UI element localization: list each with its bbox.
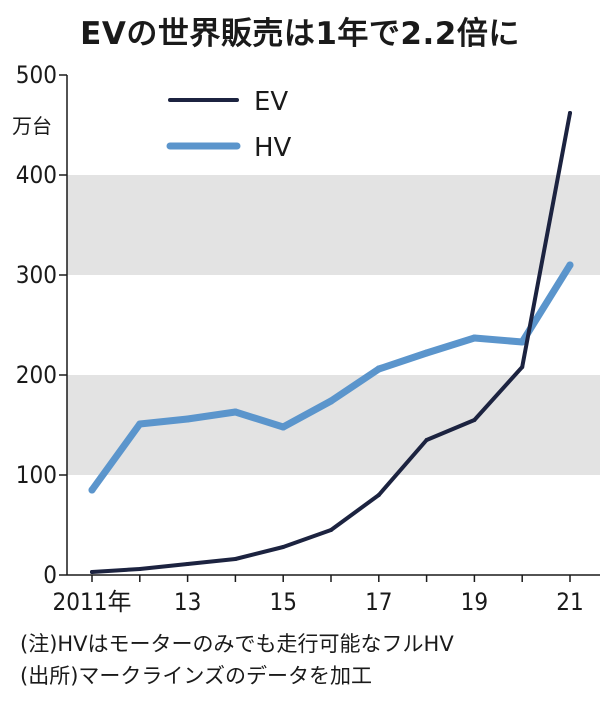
legend-label-ev: EV	[254, 87, 288, 117]
y-tick-label: 200	[16, 361, 57, 389]
data-point-hv	[518, 338, 526, 346]
source-note: (出所)マークラインズのデータを加工	[20, 664, 372, 688]
data-point-ev	[90, 570, 94, 574]
legend-label-hv: HV	[254, 133, 292, 163]
data-point-ev	[281, 545, 286, 549]
data-point-hv	[184, 415, 192, 423]
x-tick-label: 13	[174, 588, 201, 616]
data-point-hv	[327, 397, 335, 405]
y-tick-label: 500	[16, 61, 57, 89]
y-tick-label: 400	[16, 161, 57, 189]
data-point-ev	[185, 562, 190, 566]
data-point-hv	[375, 365, 383, 373]
data-point-hv	[231, 408, 239, 416]
data-point-hv	[136, 420, 144, 428]
data-point-ev	[472, 418, 477, 422]
data-point-hv	[423, 349, 431, 357]
data-point-hv	[566, 261, 574, 269]
data-point-ev	[520, 365, 525, 369]
y-tick-label: 0	[43, 561, 57, 589]
y-tick-label: 100	[16, 461, 57, 489]
data-point-ev	[137, 567, 142, 571]
data-point-ev	[233, 557, 238, 561]
data-point-hv	[470, 334, 478, 342]
x-tick-label: 2011年	[53, 588, 132, 616]
data-point-ev	[424, 438, 429, 442]
data-point-hv	[279, 423, 287, 431]
data-point-ev	[568, 111, 572, 115]
footnote: (注)HVはモーターのみでも走行可能なフルHV	[20, 632, 454, 656]
x-axis-ticks: 2011年 13 15 17 19 21	[53, 575, 584, 616]
data-point-ev	[376, 493, 381, 497]
x-tick-label: 17	[365, 588, 392, 616]
data-point-hv	[88, 486, 96, 494]
x-tick-label: 21	[556, 588, 583, 616]
y-unit-label: 万台	[12, 114, 52, 138]
x-tick-label: 15	[269, 588, 296, 616]
series-lines	[88, 111, 574, 574]
data-point-ev	[329, 528, 333, 532]
legend: EV HV	[166, 87, 292, 163]
y-tick-label: 300	[16, 261, 57, 289]
grid-bands	[67, 175, 600, 475]
x-tick-label: 19	[461, 588, 488, 616]
grid-band-2	[67, 175, 600, 275]
y-axis-ticks: 0 100 200 300 400 500	[16, 61, 67, 589]
axes	[66, 75, 600, 576]
chart-title: EVの世界販売は1年で2.2倍に	[80, 16, 520, 52]
